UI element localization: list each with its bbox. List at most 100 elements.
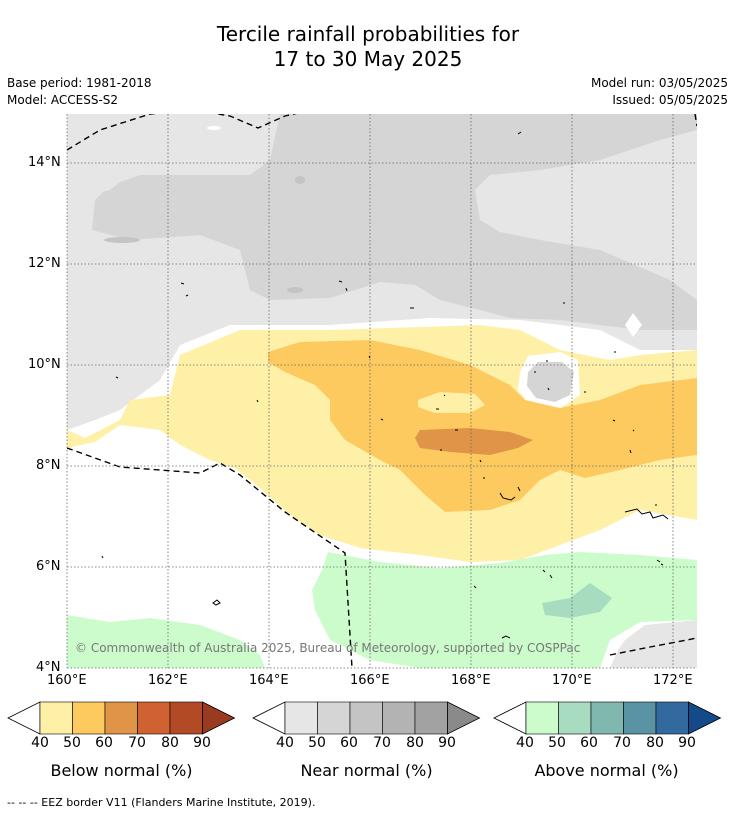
island-l [440,429,485,479]
below-colorbar-low-extension [7,701,41,735]
island-m [499,486,521,501]
below-normal-50-region [268,340,697,512]
island-i [436,394,446,410]
above-colorbar-segment [525,701,559,735]
below-normal-60-region [415,428,533,455]
lat-tick-14: 14°N [28,155,61,170]
above-tick-60: 60 [580,735,598,751]
below-tick-90: 90 [193,735,211,751]
lon-tick-168: 168°E [451,673,491,688]
near-tick-90: 90 [438,735,456,751]
below-normal-40-pocket [418,392,485,413]
eez-border-ne [694,114,697,127]
below-colorbar-segment [169,701,203,735]
near-colorbar-segment [284,701,318,735]
chart-title: Tercile rainfall probabilities for 17 to… [0,22,736,72]
above-colorbar-high-extension [688,701,722,735]
grey-blob-3 [295,176,305,184]
below-tick-40: 40 [31,735,49,751]
near-colorbar-segment [317,701,351,735]
below-colorbar [7,701,236,735]
island-o [624,508,669,520]
near-colorbar-segment [382,701,416,735]
above-tick-80: 80 [646,735,664,751]
eez-borders [67,114,697,668]
near-colorbar [252,701,481,735]
island-q [542,569,553,579]
above-colorbar-segment [623,701,657,735]
below-normal-40-patch-west [67,432,85,450]
island-r [473,585,477,589]
lat-tick-6: 6°N [36,559,61,574]
below-colorbar-segment [39,701,73,735]
lat-tick-4: 4°N [36,660,61,675]
above-normal-50-region [542,583,612,618]
white-notch [625,313,642,337]
above-colorbar-segment [590,701,624,735]
island-c [338,280,348,292]
base-period: Base period: 1981-2018 [7,76,152,90]
near-normal-label: Near normal (%) [300,761,433,780]
below-colorbar-segment [104,701,138,735]
above-colorbar-low-extension [493,701,527,735]
grey-blob-1 [104,237,140,243]
above-normal-40-region-west [67,615,265,668]
island-p [656,559,664,566]
map-fields [67,114,697,668]
above-normal-label: Above normal (%) [534,761,679,780]
near-tick-50: 50 [308,735,326,751]
colorbars [7,701,722,735]
island-t [501,635,511,639]
above-tick-40: 40 [516,735,534,751]
lon-tick-162: 162°E [148,673,188,688]
above-normal-40-region [312,552,697,668]
eez-border-note: -- -- -- EEZ border V11 (Flanders Marine… [7,796,316,809]
meta-left: Base period: 1981-2018 Model: ACCESS-S2 [7,75,152,109]
graticule [67,114,697,668]
below-colorbar-high-extension [202,701,236,735]
above-tick-70: 70 [613,735,631,751]
model-name: Model: ACCESS-S2 [7,93,119,107]
island-u [101,555,104,559]
meta-right: Model run: 03/05/2025 Issued: 05/05/2025 [591,75,728,109]
lat-tick-12: 12°N [28,256,61,271]
island-h [368,355,371,359]
lon-tick-166: 166°E [350,673,390,688]
above-colorbar-segment [655,701,689,735]
below-normal-label: Below normal (%) [50,761,193,780]
grey-island-patch [527,362,574,402]
grey-blob-2 [287,287,303,293]
below-tick-60: 60 [95,735,113,751]
near-tick-70: 70 [373,735,391,751]
near-normal-40-patch [67,160,140,200]
island-n [612,419,635,454]
island-b [180,282,189,297]
island-j [534,360,550,391]
near-colorbar-low-extension [252,701,286,735]
model-run: Model run: 03/05/2025 [590,76,728,90]
near-normal-40-lower-right [610,620,697,668]
above-colorbar [493,701,722,735]
below-colorbar-segment [72,701,106,735]
white-blob-1 [207,126,221,130]
below-tick-70: 70 [128,735,146,751]
copyright-notice: © Commonwealth of Australia 2025, Bureau… [75,641,581,655]
island-s [212,599,221,606]
below-colorbar-segment [137,701,171,735]
above-tick-50: 50 [548,735,566,751]
lon-tick-160: 160°E [47,673,87,688]
near-tick-60: 60 [340,735,358,751]
title-line-2: 17 to 30 May 2025 [273,47,463,71]
island-a [517,131,522,135]
island-g [115,376,119,379]
island-w [256,399,259,403]
near-tick-40: 40 [276,735,294,751]
title-line-1: Tercile rainfall probabilities for [216,22,520,46]
below-tick-50: 50 [63,735,81,751]
island-x [380,418,384,421]
lat-tick-10: 10°N [28,357,61,372]
lon-tick-170: 170°E [552,673,592,688]
below-tick-80: 80 [161,735,179,751]
near-normal-50-region [67,114,697,330]
